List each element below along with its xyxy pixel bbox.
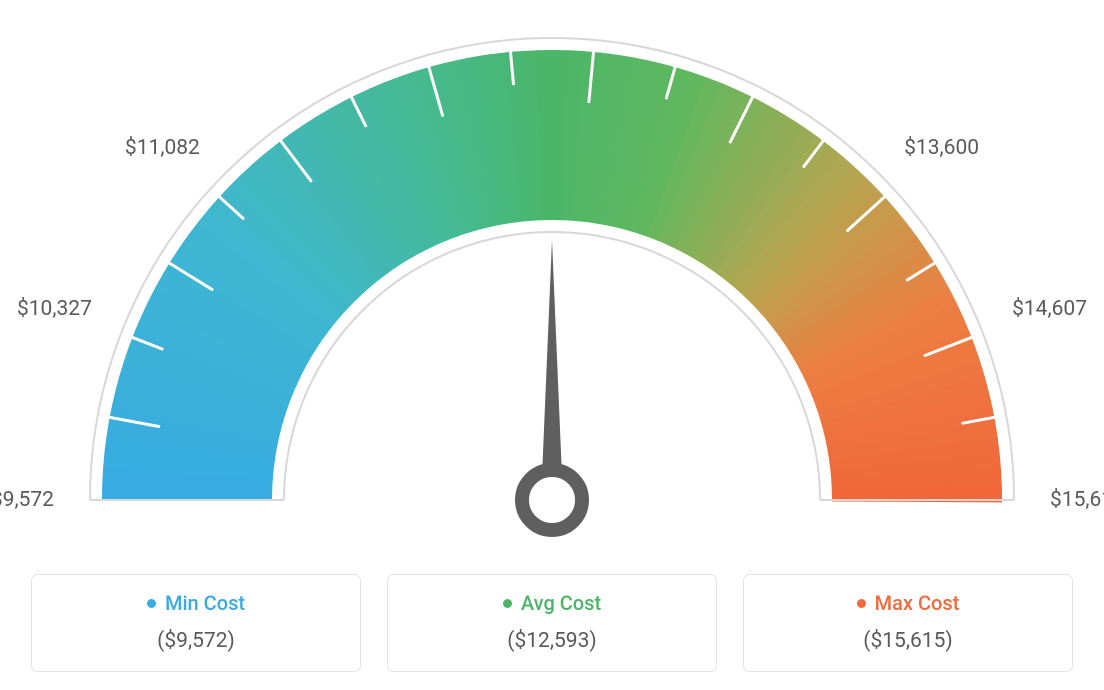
gauge-scale-label: $13,600 xyxy=(904,136,979,160)
gauge-scale-label: $11,082 xyxy=(125,136,200,160)
legend-value-avg: ($12,593) xyxy=(398,629,706,653)
dot-icon xyxy=(857,599,866,608)
legend-value-min: ($9,572) xyxy=(42,629,350,653)
legend-row: Min Cost ($9,572) Avg Cost ($12,593) Max… xyxy=(0,574,1104,672)
gauge-scale-label: $10,327 xyxy=(17,297,92,321)
legend-card-min: Min Cost ($9,572) xyxy=(31,574,361,672)
legend-value-max: ($15,615) xyxy=(754,629,1062,653)
legend-title-avg: Avg Cost xyxy=(503,591,601,615)
legend-title-text: Max Cost xyxy=(875,591,960,615)
gauge-scale-label: $9,572 xyxy=(0,488,54,512)
gauge-area: $9,572$10,327$11,082$12,593$13,600$14,60… xyxy=(0,0,1104,560)
dot-icon xyxy=(147,599,156,608)
gauge-scale-label: $15,615 xyxy=(1050,488,1104,512)
chart-wrapper: $9,572$10,327$11,082$12,593$13,600$14,60… xyxy=(0,0,1104,690)
legend-card-max: Max Cost ($15,615) xyxy=(743,574,1073,672)
gauge-scale-label: $14,607 xyxy=(1012,297,1087,321)
legend-card-avg: Avg Cost ($12,593) xyxy=(387,574,717,672)
legend-title-max: Max Cost xyxy=(857,591,960,615)
dot-icon xyxy=(503,599,512,608)
legend-title-min: Min Cost xyxy=(147,591,245,615)
gauge-svg xyxy=(0,0,1104,560)
legend-title-text: Avg Cost xyxy=(521,591,601,615)
legend-title-text: Min Cost xyxy=(165,591,245,615)
